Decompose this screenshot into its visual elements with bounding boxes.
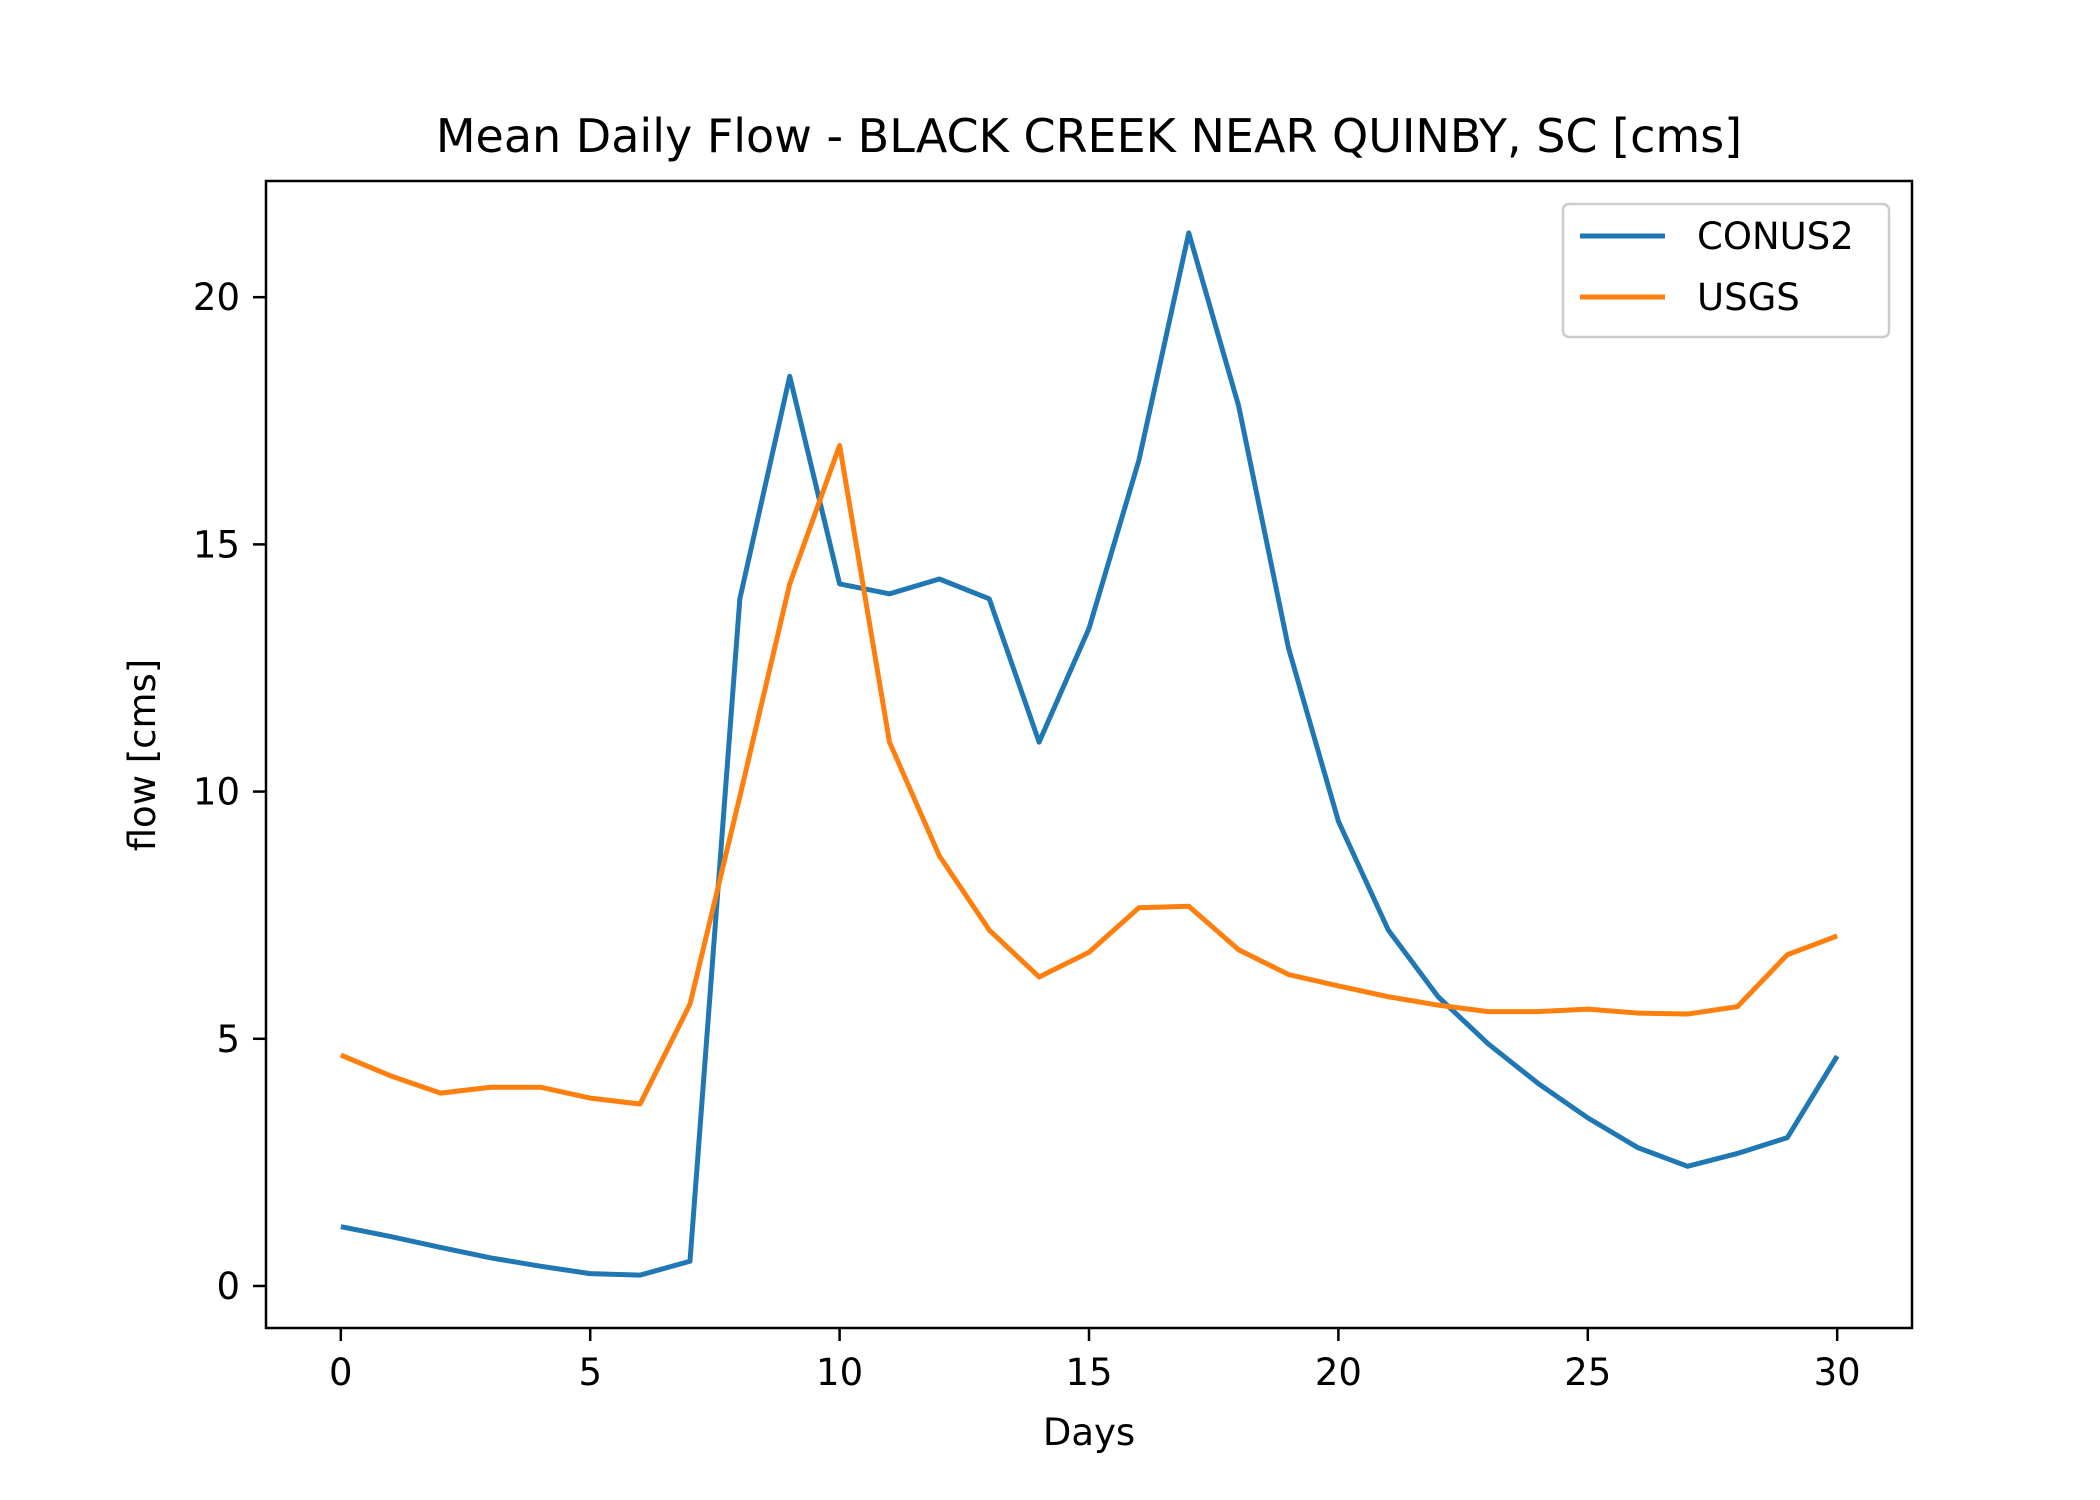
- x-axis-label: Days: [1043, 1411, 1135, 1454]
- x-tick-label: 30: [1814, 1351, 1861, 1394]
- y-axis-ticks: 0 5 10 15 20: [193, 276, 266, 1308]
- x-tick-label: 15: [1065, 1351, 1112, 1394]
- x-tick-label: 10: [816, 1351, 863, 1394]
- series-line-conus2: [340, 230, 1840, 1278]
- series-usgs: [339, 443, 1839, 1107]
- y-tick-label: 5: [216, 1018, 240, 1061]
- y-tick-label: 0: [216, 1265, 240, 1308]
- y-tick-label: 15: [193, 523, 240, 566]
- x-tick-label: 5: [578, 1351, 602, 1394]
- y-tick-label: 10: [193, 771, 240, 814]
- y-axis-label: flow [cms]: [121, 659, 164, 852]
- x-axis-ticks: 0 5 10 15 20 25 30: [329, 1328, 1861, 1394]
- legend-entry-usgs: USGS: [1580, 276, 1800, 319]
- chart-title: Mean Daily Flow - BLACK CREEK NEAR QUINB…: [436, 109, 1742, 163]
- legend: CONUS2 USGS: [1561, 202, 1891, 339]
- legend-entry-conus2: CONUS2: [1580, 215, 1854, 258]
- series-layer: [339, 230, 1840, 1278]
- y-tick-label: 20: [193, 276, 240, 319]
- plot-frame: [264, 179, 1914, 1330]
- x-tick-label: 25: [1564, 1351, 1611, 1394]
- legend-label: CONUS2: [1697, 215, 1854, 258]
- legend-label: USGS: [1697, 276, 1800, 319]
- series-line-usgs: [339, 443, 1839, 1107]
- x-tick-label: 0: [329, 1351, 353, 1394]
- x-tick-label: 20: [1315, 1351, 1362, 1394]
- series-conus2: [340, 230, 1840, 1278]
